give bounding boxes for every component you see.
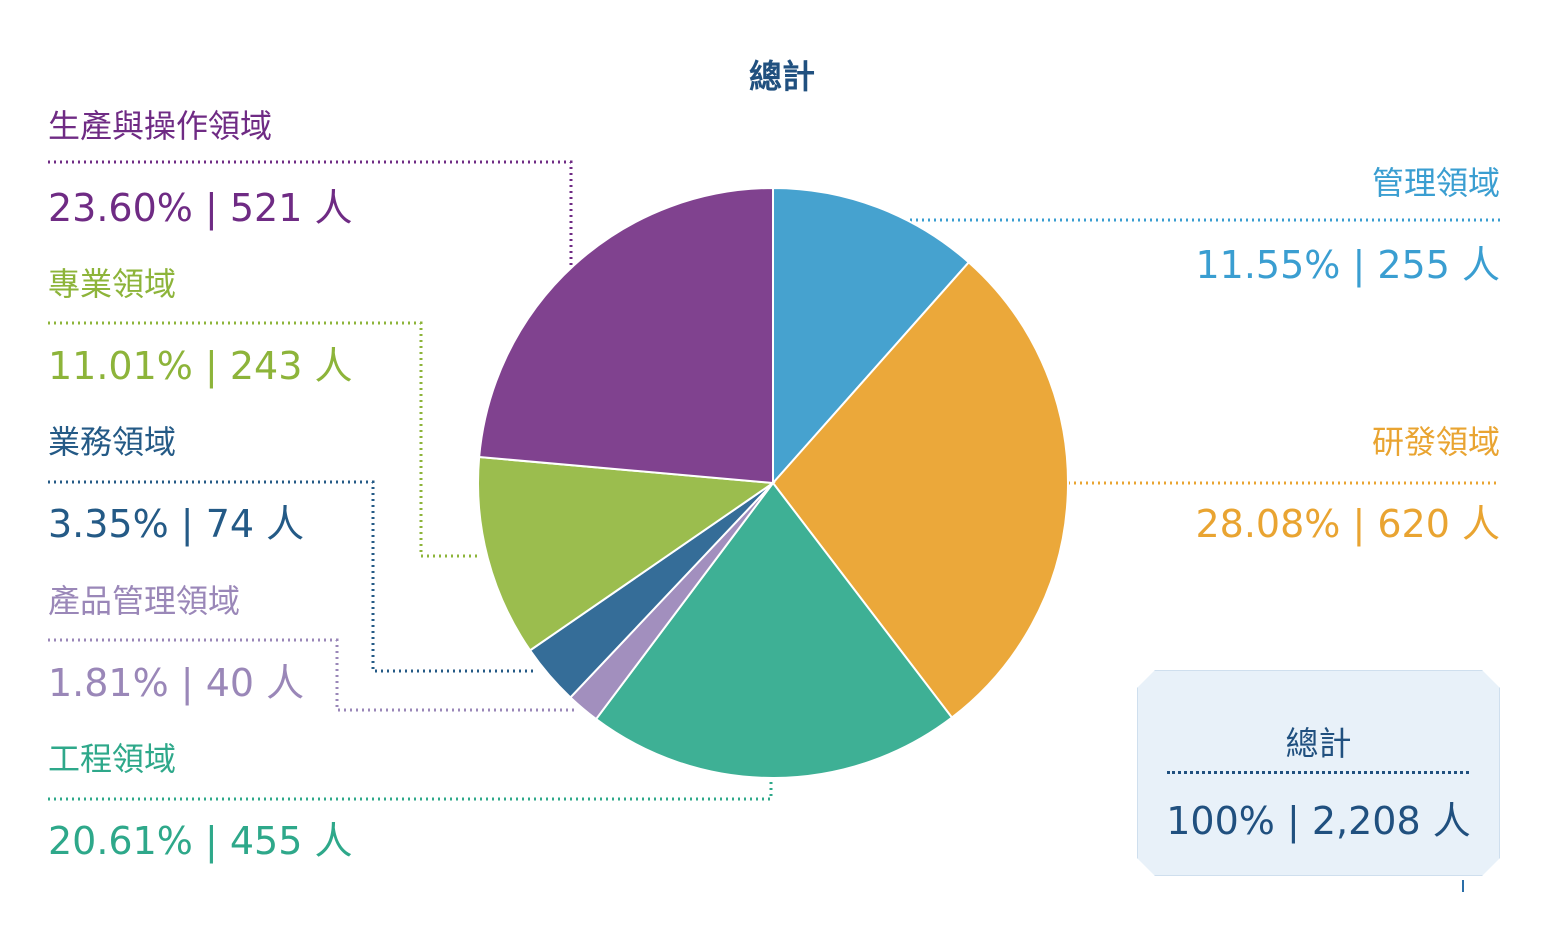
label-engineering-value: 20.61% | 455 人 — [48, 819, 353, 863]
label-professional-name: 專業領域 — [48, 265, 177, 303]
leader-line-2 — [48, 160, 573, 265]
leader-line-5 — [48, 638, 575, 712]
pie-slice-0 — [772, 186, 971, 486]
label-management: 管理領域 11.55% | 255 人 — [1196, 163, 1501, 287]
total-box-tick — [1462, 880, 1464, 892]
label-professional-value: 11.01% | 243 人 — [48, 344, 353, 388]
label-product-mgmt-value: 1.81% | 40 人 — [48, 661, 305, 705]
pie-slice-6 — [478, 186, 774, 485]
label-production-value: 23.60% | 521 人 — [48, 186, 353, 230]
label-sales: 業務領域 3.35% | 74 人 — [48, 422, 304, 546]
label-professional: 專業領域 11.01% | 243 人 — [48, 264, 353, 388]
leader-line-3 — [48, 321, 478, 558]
label-sales-name: 業務領域 — [48, 423, 177, 461]
label-engineering: 工程領域 20.61% | 455 人 — [48, 739, 353, 863]
pie-slices — [477, 186, 1069, 779]
label-management-name: 管理領域 — [1371, 164, 1500, 202]
total-separator — [1167, 771, 1469, 774]
label-rnd-value: 28.08% | 620 人 — [1195, 502, 1501, 546]
label-sales-value: 3.35% | 74 人 — [48, 502, 305, 546]
leader-line-6 — [48, 780, 773, 801]
total-value: 100% | 2,208 人 — [1166, 799, 1471, 843]
chart-title: 總計 — [749, 57, 815, 96]
total-label: 總計 — [1285, 724, 1352, 763]
pie-slice-2 — [594, 481, 954, 779]
label-rnd: 研發領域 28.08% | 620 人 — [1196, 422, 1501, 546]
label-management-value: 11.55% | 255 人 — [1195, 243, 1501, 287]
pie-slice-5 — [477, 455, 776, 652]
label-product-mgmt-name: 產品管理領域 — [48, 582, 241, 620]
leader-lines — [48, 160, 1500, 801]
pie-slice-1 — [771, 260, 1069, 719]
label-production: 生產與操作領域 23.60% | 521 人 — [48, 106, 353, 230]
label-production-name: 生產與操作領域 — [48, 107, 273, 145]
label-engineering-name: 工程領域 — [48, 740, 177, 778]
total-box: 總計 100% | 2,208 人 — [1137, 670, 1500, 876]
label-rnd-name: 研發領域 — [1371, 423, 1500, 461]
leader-line-4 — [48, 480, 537, 673]
label-product-mgmt: 產品管理領域 1.81% | 40 人 — [48, 581, 304, 705]
